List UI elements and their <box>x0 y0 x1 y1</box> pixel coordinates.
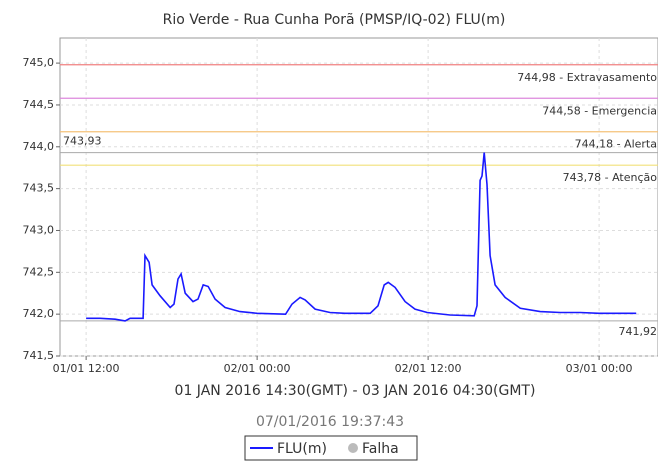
y-tick-label: 743,5 <box>23 182 55 195</box>
y-tick-label: 745,0 <box>23 56 55 69</box>
legend: FLU(m) Falha <box>244 435 418 461</box>
y-tick-label: 744,0 <box>23 140 55 153</box>
legend-label: FLU(m) <box>277 441 327 457</box>
legend-label: Falha <box>362 441 399 457</box>
data-line <box>86 152 637 322</box>
y-tick-label: 742,5 <box>23 265 55 278</box>
min-label: 741,92 <box>619 325 658 338</box>
threshold-label: 744,18 - Alerta <box>575 138 657 151</box>
x-tick-label: 02/01 00:00 <box>224 362 291 375</box>
x-tick-label: 03/01 00:00 <box>566 362 633 375</box>
threshold-label: 744,98 - Extravasamento <box>517 71 657 84</box>
plot-area <box>59 37 658 357</box>
y-tick-label: 744,5 <box>23 98 55 111</box>
timestamp: 07/01/2016 19:37:43 <box>256 414 404 430</box>
legend-dot <box>348 443 358 453</box>
x-tick-label: 02/01 12:00 <box>395 362 462 375</box>
x-tick-label: 01/01 12:00 <box>53 362 120 375</box>
threshold-label: 743,78 - Atenção <box>563 171 658 184</box>
legend-box <box>244 435 418 461</box>
subtitle: 01 JAN 2016 14:30(GMT) - 03 JAN 2016 04:… <box>175 383 536 399</box>
max-label: 743,93 <box>63 135 102 148</box>
y-tick-label: 743,0 <box>23 223 55 236</box>
chart-title: Rio Verde - Rua Cunha Porã (PMSP/IQ-02) … <box>163 12 506 28</box>
threshold-label: 744,58 - Emergencia <box>542 104 657 117</box>
y-tick-label: 741,5 <box>23 349 55 362</box>
y-tick-label: 742,0 <box>23 307 55 320</box>
